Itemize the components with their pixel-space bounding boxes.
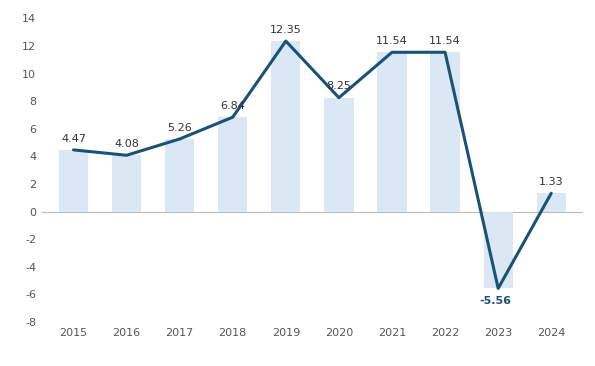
Bar (377, 52, 406, 212)
Bar (59, 150, 88, 212)
Bar (112, 155, 141, 212)
Text: 4.08: 4.08 (114, 139, 139, 149)
Text: 12.35: 12.35 (270, 25, 302, 35)
Text: 11.54: 11.54 (376, 36, 408, 46)
Bar (271, 41, 300, 212)
Text: 8.25: 8.25 (327, 82, 352, 92)
Text: -5.56: -5.56 (480, 296, 512, 306)
Text: 6.84: 6.84 (220, 101, 245, 111)
Bar (218, 117, 248, 212)
Bar (324, 98, 353, 212)
Bar (484, 212, 513, 288)
Text: 4.47: 4.47 (61, 134, 86, 144)
Text: 5.26: 5.26 (167, 123, 192, 133)
Bar (537, 193, 566, 212)
Bar (165, 139, 194, 212)
Text: 1.33: 1.33 (539, 177, 563, 187)
Text: 11.54: 11.54 (429, 36, 461, 46)
Bar (431, 52, 460, 212)
